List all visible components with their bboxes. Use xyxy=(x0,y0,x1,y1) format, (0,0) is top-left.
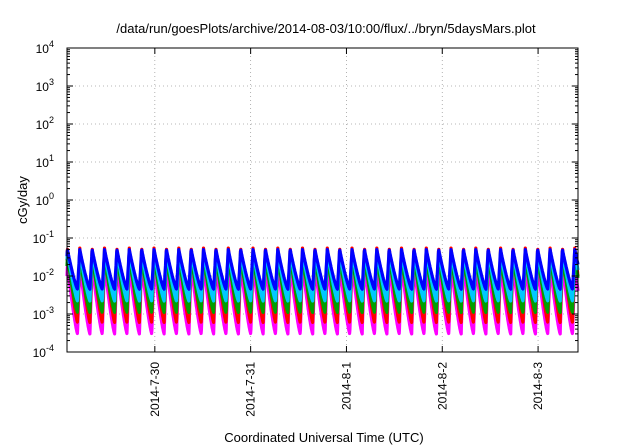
y-tick-label: 10-4 xyxy=(33,343,54,360)
x-tick-label: 2014-8-2 xyxy=(435,362,449,410)
series-group xyxy=(65,246,580,336)
series-line xyxy=(65,248,580,291)
chart-title: /data/run/goesPlots/archive/2014-08-03/1… xyxy=(116,21,536,36)
y-tick-label: 10-3 xyxy=(33,305,54,322)
y-axis-label: cGy/day xyxy=(15,176,30,224)
y-tick-label: 10-1 xyxy=(33,229,54,246)
y-tick-label: 10-2 xyxy=(33,267,54,284)
ticks xyxy=(67,47,578,353)
x-tick-label: 2014-8-1 xyxy=(339,362,353,410)
y-tick-label: 103 xyxy=(36,77,54,94)
y-tick-label: 102 xyxy=(36,115,54,132)
series-line xyxy=(65,249,580,303)
series-line xyxy=(65,255,580,314)
y-tick-label: 101 xyxy=(36,153,54,170)
x-tick-label: 2014-8-3 xyxy=(531,362,545,410)
x-tick-label: 2014-7-31 xyxy=(244,362,258,417)
y-tick-label: 104 xyxy=(36,39,54,56)
y-tick-labels: 10-4 10-3 10-2 10-1 100 101 102 103 104 xyxy=(33,39,54,360)
x-axis-label: Coordinated Universal Time (UTC) xyxy=(224,430,423,445)
y-tick-label: 100 xyxy=(36,191,54,208)
grid xyxy=(67,48,578,352)
x-tick-labels: 2014-7-30 2014-7-31 2014-8-1 2014-8-2 2014-8… xyxy=(148,362,545,417)
x-tick-label: 2014-7-30 xyxy=(148,362,162,417)
